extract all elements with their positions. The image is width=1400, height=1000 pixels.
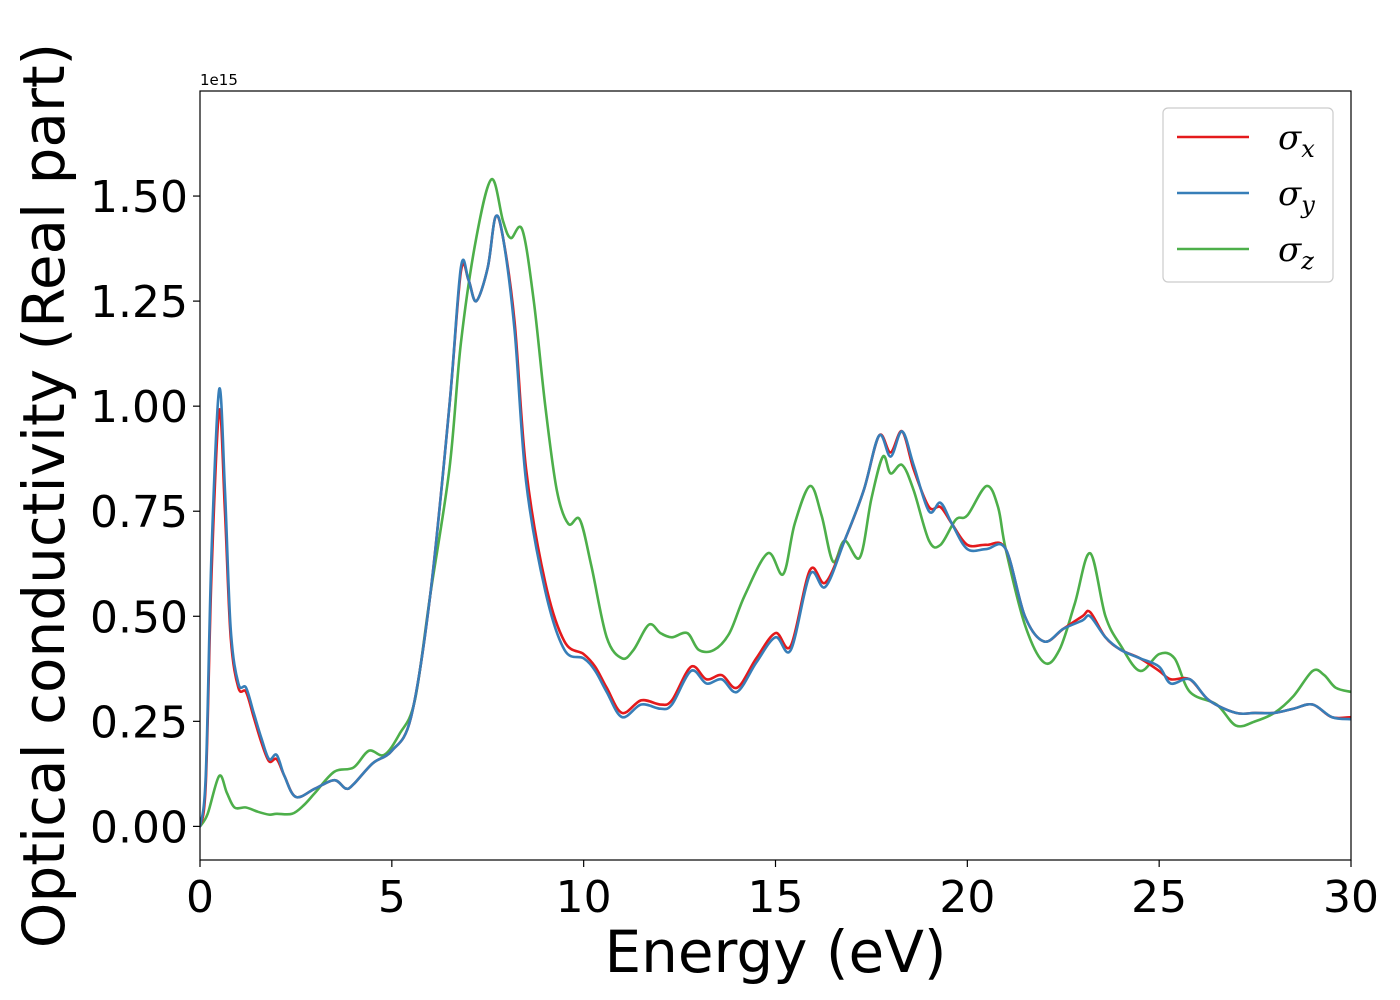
- x-tick-label: 5: [378, 872, 406, 923]
- x-axis-title: Energy (eV): [604, 918, 946, 986]
- x-tick-label: 30: [1323, 872, 1379, 923]
- y-axis-title: Optical conductivity (Real part): [10, 43, 78, 948]
- legend-label-x: σx: [1278, 118, 1315, 163]
- y-tick-label: 1.25: [90, 277, 188, 328]
- y-tick-label: 0.00: [90, 802, 188, 853]
- series-line-z: [200, 177, 1351, 828]
- legend-box: [1162, 107, 1334, 283]
- y-tick-label: 0.50: [90, 592, 188, 643]
- y-tick-label: 1.50: [90, 172, 188, 223]
- y-tick-label: 1.00: [90, 382, 188, 433]
- x-tick-label: 10: [556, 872, 612, 923]
- legend: σx σy σz: [1162, 107, 1334, 283]
- y-offset-label: 1e15: [200, 71, 238, 89]
- x-tick-label: 25: [1131, 872, 1187, 923]
- series-line-y: [200, 214, 1351, 828]
- x-tick-label: 15: [748, 872, 804, 923]
- x-tick-label: 20: [939, 872, 995, 923]
- x-tick-label: 0: [186, 872, 214, 923]
- x-axis: 0 5 10 15 20 25 30: [186, 860, 1379, 923]
- series-layer: [200, 177, 1351, 828]
- y-tick-label: 0.75: [90, 487, 188, 538]
- y-axis: 0.00 0.25 0.50 0.75 1.00 1.25 1.50: [90, 172, 200, 853]
- y-tick-label: 0.25: [90, 697, 188, 748]
- legend-label-y: σy: [1278, 174, 1315, 219]
- legend-label-z: σz: [1278, 230, 1314, 275]
